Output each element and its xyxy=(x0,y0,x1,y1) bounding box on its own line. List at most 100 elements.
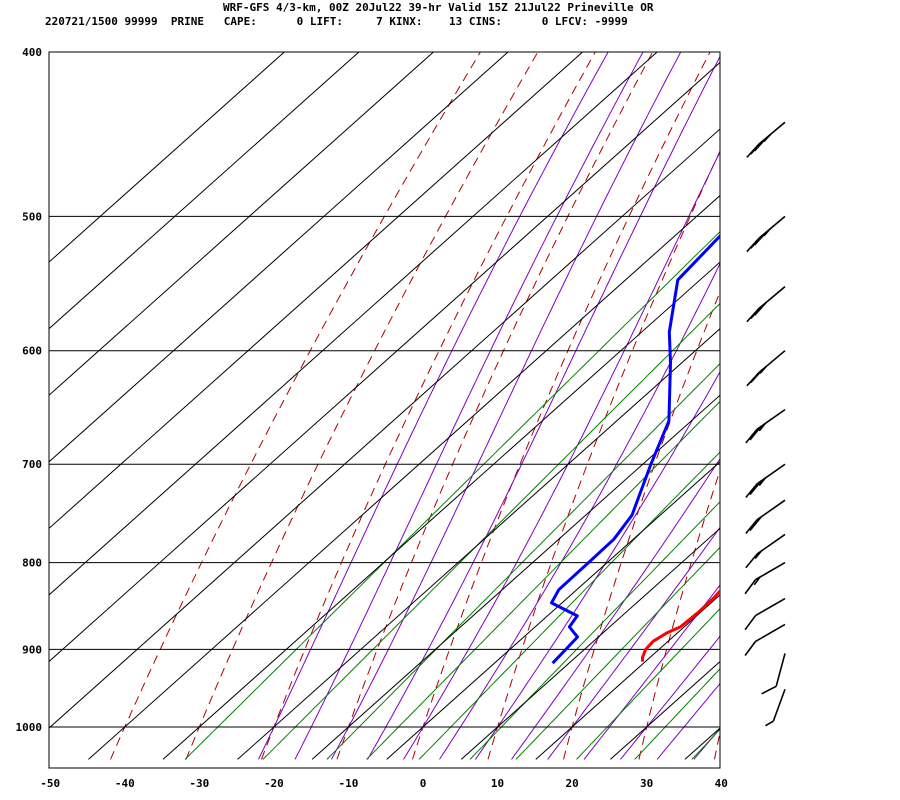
mixing-ratio-line xyxy=(184,230,720,760)
isotherm xyxy=(49,52,286,263)
dry-adiabat xyxy=(865,43,900,760)
x-tick-label: -30 xyxy=(189,777,209,790)
wind-barb xyxy=(746,350,786,387)
y-tick-label: 600 xyxy=(22,345,42,358)
mixing-ratio-line xyxy=(515,546,720,760)
x-tick-label: -20 xyxy=(264,777,284,790)
barb-flag xyxy=(753,576,761,586)
dry-adiabat xyxy=(487,149,720,760)
isotherm xyxy=(311,394,720,760)
barb-flag xyxy=(763,228,772,237)
y-tick-label: 800 xyxy=(22,557,42,570)
dry-adiabat xyxy=(336,52,654,760)
x-tick-label: 0 xyxy=(420,777,427,790)
x-tick-label: 40 xyxy=(715,777,728,790)
plot-frame xyxy=(48,51,721,769)
isotherm xyxy=(460,527,720,760)
barb-flag xyxy=(761,685,777,695)
wind-barb xyxy=(746,215,786,253)
barb-flag xyxy=(745,519,758,534)
barb-staff xyxy=(756,463,786,485)
wind-barb xyxy=(765,688,786,727)
wind-barb xyxy=(745,533,786,569)
grid xyxy=(48,51,721,769)
wind-barb xyxy=(744,597,786,631)
barb-staff xyxy=(756,499,786,521)
mixing-ratio-line xyxy=(418,451,720,760)
barb-flag xyxy=(749,425,762,441)
mixing-ratio-line xyxy=(576,607,720,760)
dry-adiabat xyxy=(790,43,900,760)
barb-flag xyxy=(758,422,766,432)
mixing-ratio-line xyxy=(366,400,720,760)
dewpoint-line xyxy=(550,233,720,665)
wind-barb xyxy=(744,561,786,595)
barb-flag xyxy=(749,516,762,532)
barb-flag xyxy=(745,428,758,444)
wind-barb xyxy=(746,285,786,323)
barb-flag xyxy=(744,640,757,657)
temperature-line xyxy=(640,588,720,662)
isotherm xyxy=(49,128,720,729)
x-tick-label: -10 xyxy=(339,777,359,790)
mixing-ratio-line xyxy=(634,668,720,760)
moist-adiabat xyxy=(693,727,720,760)
moist-adiabat xyxy=(656,682,720,760)
dry-adiabat xyxy=(563,290,720,760)
header-line-1: WRF-GFS 4/3-km, 00Z 20Jul22 39-hr Valid … xyxy=(223,1,654,14)
isotherm xyxy=(684,727,720,760)
isotherm xyxy=(162,261,720,760)
x-tick-label: 10 xyxy=(491,777,504,790)
isotherm xyxy=(49,52,509,463)
barb-staff xyxy=(755,597,786,617)
wind-barb xyxy=(745,499,786,534)
mixing-ratio-line xyxy=(326,362,720,760)
barb-staff xyxy=(756,533,786,555)
x-tick-label: -40 xyxy=(115,777,135,790)
barb-flag xyxy=(745,553,758,569)
isotherm xyxy=(49,52,658,596)
wind-barb xyxy=(761,653,786,695)
moist-adiabat xyxy=(403,150,720,760)
header-line-2: 220721/1500 99999 PRINE CAPE: 0 LIFT: 7 … xyxy=(45,15,628,28)
isotherm xyxy=(49,61,720,663)
wind-barb xyxy=(745,409,786,444)
x-tick-label: 30 xyxy=(640,777,653,790)
barb-flag xyxy=(745,483,758,499)
profile-series xyxy=(550,233,720,665)
mixing-ratio-line xyxy=(691,728,720,760)
isotherm xyxy=(88,194,720,760)
wind-barb xyxy=(745,463,786,499)
barb-flag xyxy=(765,720,774,727)
barb-flag xyxy=(758,477,766,486)
moist-adiabat xyxy=(294,52,644,760)
dry-adiabat xyxy=(638,468,720,760)
dry-adiabat xyxy=(185,52,539,760)
isotherm xyxy=(49,52,360,330)
barb-staff xyxy=(755,561,786,581)
barb-flag xyxy=(759,365,768,374)
barb-staff xyxy=(756,409,786,430)
barb-staff xyxy=(755,623,786,643)
axis-ticks: 400 500 600 700 800 900 1000 -50 -40 -30 -20 -10 0 10… xyxy=(16,46,728,790)
mixing-ratio-line xyxy=(262,302,720,760)
isotherm xyxy=(237,328,720,760)
mixing-ratio-line xyxy=(469,501,720,760)
moist-adiabat xyxy=(367,55,720,760)
moist-adiabat xyxy=(620,635,720,760)
moist-adiabat xyxy=(511,457,720,760)
moist-adiabat xyxy=(439,262,720,760)
y-tick-label: 400 xyxy=(22,46,42,59)
barb-flag xyxy=(763,133,772,143)
x-tick-label: -50 xyxy=(40,777,60,790)
barb-flag xyxy=(744,615,757,631)
barb-staff xyxy=(772,688,786,722)
dry-adiabat xyxy=(110,52,481,760)
wind-barb xyxy=(744,623,786,657)
isotherm xyxy=(49,52,584,530)
barb-flag xyxy=(749,480,762,496)
barb-flag xyxy=(753,301,768,316)
moist-adiabat xyxy=(258,52,609,760)
x-tick-label: 20 xyxy=(565,777,578,790)
